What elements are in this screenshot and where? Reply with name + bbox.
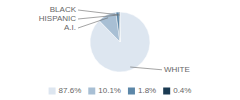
slice	[116, 12, 120, 42]
legend-label: 10.1%	[98, 86, 121, 95]
legend-label: 0.4%	[173, 86, 191, 95]
category-label: WHITE	[164, 65, 190, 74]
legend-swatch	[49, 88, 56, 95]
legend-item: 0.4%	[163, 86, 191, 95]
chart: WHITE A.I.HISPANICBLACK 87.6% 10.1% 1.8% 0.4%	[0, 0, 240, 100]
legend-label: 1.8%	[138, 86, 156, 95]
slice	[119, 12, 121, 42]
legend-label: 87.6%	[59, 86, 82, 95]
legend-swatch	[163, 88, 170, 95]
legend-item: 87.6%	[49, 86, 82, 95]
legend-swatch	[128, 88, 135, 95]
labels: WHITE A.I.HISPANICBLACK	[39, 5, 190, 74]
legend-item: 10.1%	[88, 86, 121, 95]
category-label: BLACK	[50, 5, 77, 14]
leader-line	[78, 10, 120, 15]
legend-item: 1.8%	[128, 86, 156, 95]
leader-line	[130, 67, 162, 70]
leader-line	[78, 18, 108, 28]
legend-swatch	[88, 88, 95, 95]
leader-line	[78, 15, 118, 19]
category-label: HISPANIC	[39, 14, 76, 23]
category-label: A.I.	[64, 23, 76, 32]
legend: 87.6% 10.1% 1.8% 0.4%	[49, 86, 192, 95]
